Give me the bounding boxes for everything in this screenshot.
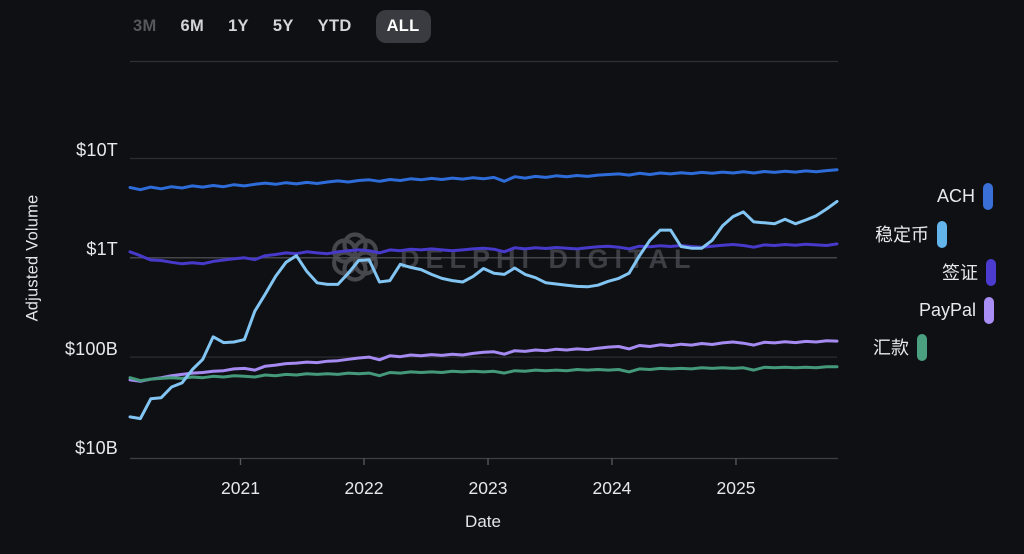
legend-item-paypal[interactable]: PayPal	[919, 296, 994, 324]
series-line-paypal	[128, 339, 839, 383]
y-tick-label-10b: $10B	[75, 437, 118, 458]
x-tick-label-2022: 2022	[344, 478, 384, 498]
time-range-selector: 3M 6M 1Y 5Y YTD ALL	[133, 8, 431, 45]
x-tick-label-2024: 2024	[592, 478, 632, 498]
y-tick-label-10t: $10T	[76, 140, 118, 160]
x-tick-label-2021: 2021	[221, 478, 260, 498]
chart-plot-area[interactable]	[130, 62, 837, 459]
legend-swatch-paypal	[984, 296, 994, 324]
series-line-stablecoin	[128, 199, 839, 421]
legend-label-remittance: 汇款	[873, 338, 909, 358]
legend-item-stablecoin[interactable]: 稳定币	[875, 220, 947, 248]
y-tick-label-1t: $1T	[86, 239, 118, 260]
range-button-6m[interactable]: 6M	[180, 17, 205, 36]
legend-swatch-ach	[983, 182, 993, 210]
range-button-ytd[interactable]: YTD	[317, 17, 352, 36]
legend-label-visa: 签证	[942, 263, 978, 283]
range-button-3m[interactable]: 3M	[133, 17, 157, 36]
legend-label-stablecoin: 稳定币	[875, 225, 929, 245]
series-line-remittance	[128, 365, 839, 383]
legend-item-remittance[interactable]: 汇款	[873, 333, 927, 361]
series-line-ach	[128, 168, 839, 192]
legend-label-paypal: PayPal	[918, 299, 976, 320]
legend-swatch-stablecoin	[937, 220, 947, 248]
legend-swatch-visa	[986, 258, 996, 286]
series-line-visa	[128, 242, 839, 266]
x-axis-title: Date	[465, 512, 501, 531]
legend-item-ach[interactable]: ACH	[937, 182, 993, 210]
range-button-1y[interactable]: 1Y	[228, 17, 249, 36]
x-tick-label-2023: 2023	[468, 478, 508, 498]
x-tick-label-2025: 2025	[716, 478, 756, 498]
y-tick-label-100b: $100B	[64, 338, 118, 359]
legend-swatch-remittance	[917, 333, 927, 361]
range-button-5y[interactable]: 5Y	[272, 17, 294, 36]
range-button-all[interactable]: ALL	[375, 10, 431, 43]
legend-label-ach: ACH	[936, 185, 975, 206]
legend-item-visa[interactable]: 签证	[942, 258, 996, 286]
